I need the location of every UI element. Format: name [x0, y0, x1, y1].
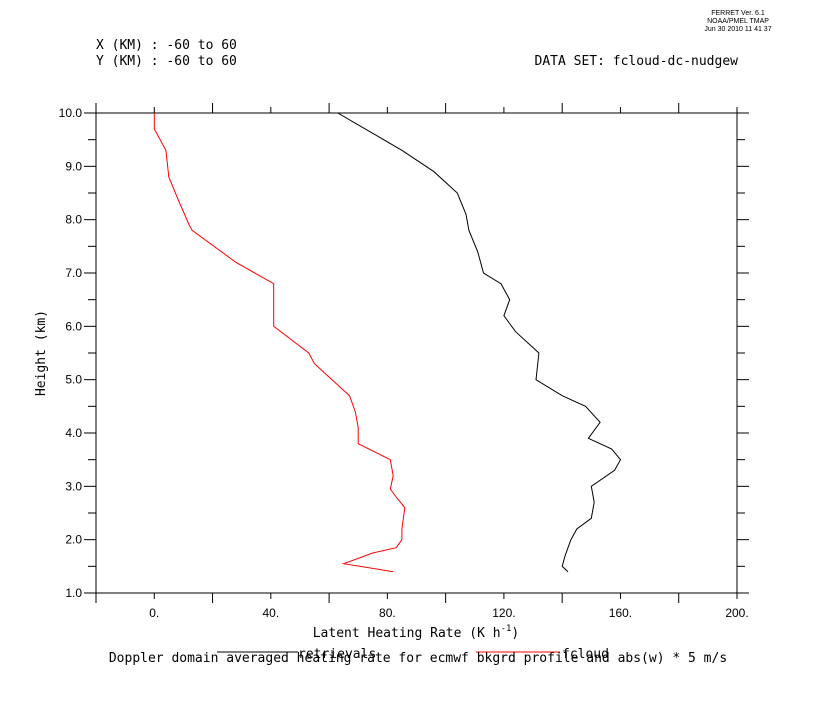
y-axis-title: Height (km): [34, 310, 49, 396]
y-tick-label: 10.0: [59, 106, 83, 120]
plot-frame: [95, 112, 738, 594]
series-line-fcloud: [153, 113, 406, 573]
x-axis-title-close: ): [511, 626, 519, 641]
ferret-version: FERRET Ver. 6.1: [711, 10, 765, 17]
x-axis-title-sup: -1: [501, 624, 512, 634]
x-range-label: X (KM) : -60 to 60: [96, 38, 237, 53]
x-tick-label: 200.: [725, 606, 748, 620]
dataset-label: DATA SET: fcloud-dc-nudgew: [535, 54, 739, 69]
y-tick-label: 1.0: [65, 586, 82, 600]
x-tick-label: 40.: [262, 606, 279, 620]
legend-label-retrievals: retrievals: [298, 647, 376, 662]
y-tick-label: 8.0: [65, 213, 82, 227]
y-axis-ticks: 1.0 2.0 3.0 4.0 5.0 6.0 7.0 8.0 9.0 10.0: [59, 106, 749, 600]
legend-label-fcloud: fcloud: [562, 647, 609, 662]
y-tick-label: 9.0: [65, 159, 82, 173]
y-tick-label: 4.0: [65, 426, 82, 440]
y-tick-label: 5.0: [65, 373, 82, 387]
series-line-retrievals: [337, 112, 622, 573]
x-axis-title-main: Latent Heating Rate (K h: [313, 626, 501, 641]
y-tick-label: 3.0: [65, 479, 82, 493]
x-tick-label: 120.: [492, 606, 515, 620]
x-axis-ticks: 0. 40. 80. 120. 160. 200.: [95, 103, 749, 620]
y-tick-label: 2.0: [65, 533, 82, 547]
x-axis-title: Latent Heating Rate (K h-1): [313, 624, 520, 641]
x-tick-label: 0.: [149, 606, 159, 620]
ferret-timestamp: Jun 30 2010 11 41 37: [704, 26, 771, 33]
y-tick-label: 7.0: [65, 266, 82, 280]
series-layer: [153, 112, 622, 573]
y-range-label: Y (KM) : -60 to 60: [96, 54, 237, 69]
y-tick-label: 6.0: [65, 319, 82, 333]
chart-caption: Doppler domain averaged heating rate for…: [109, 651, 727, 666]
ferret-org: NOAA/PMEL TMAP: [707, 18, 769, 25]
x-tick-label: 160.: [609, 606, 632, 620]
x-tick-label: 80.: [379, 606, 396, 620]
